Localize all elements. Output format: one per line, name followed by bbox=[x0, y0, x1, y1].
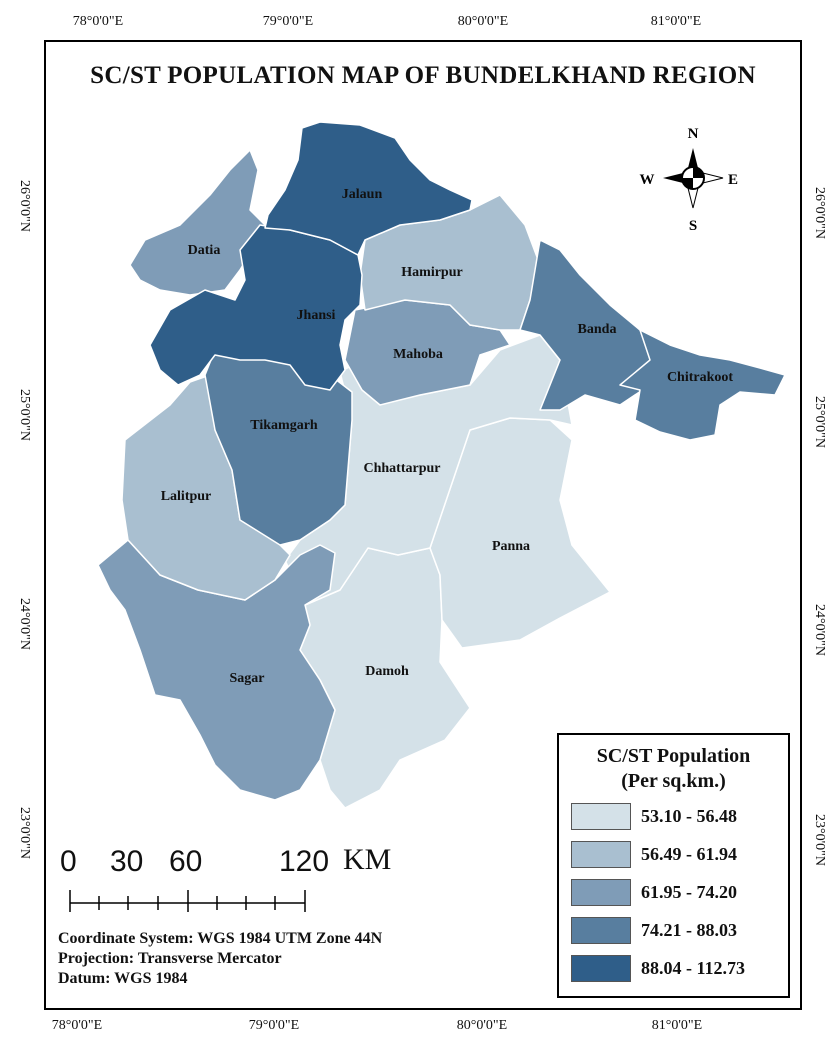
legend-range: 53.10 - 56.48 bbox=[641, 806, 737, 826]
scale-label: 30 bbox=[110, 845, 144, 878]
graticule-label-bottom: 80°0'0"E bbox=[456, 1018, 508, 1033]
graticule-label-top: 81°0'0"E bbox=[650, 14, 702, 29]
district-label-mahoba: Mahoba bbox=[393, 347, 443, 362]
legend-title: SC/ST Population (Per sq.km.) bbox=[559, 744, 788, 794]
legend-item: 74.21 - 88.03 bbox=[571, 917, 737, 944]
east-label: E bbox=[728, 172, 738, 188]
district-label-chhattarpur: Chhattarpur bbox=[363, 461, 440, 476]
legend-item: 56.49 - 61.94 bbox=[571, 841, 737, 868]
legend-range: 56.49 - 61.94 bbox=[641, 844, 737, 864]
graticule-label-top: 79°0'0"E bbox=[262, 14, 314, 29]
graticule-label-bottom: 81°0'0"E bbox=[651, 1018, 703, 1033]
district-jhansi bbox=[149, 224, 363, 391]
district-label-damoh: Damoh bbox=[365, 664, 409, 679]
legend-range: 74.21 - 88.03 bbox=[641, 920, 737, 940]
north-arrow: N S E W bbox=[640, 126, 739, 234]
south-label: S bbox=[689, 218, 697, 234]
scale-label: 120 bbox=[279, 845, 330, 878]
legend-swatch bbox=[571, 803, 631, 830]
district-datia bbox=[129, 149, 266, 296]
legend-item: 61.95 - 74.20 bbox=[571, 879, 737, 906]
district-label-hamirpur: Hamirpur bbox=[401, 265, 462, 280]
scale-unit: KM bbox=[343, 843, 392, 876]
scale-bar bbox=[69, 890, 306, 912]
datum-text: Datum: WGS 1984 bbox=[58, 970, 188, 987]
district-label-jalaun: Jalaun bbox=[342, 187, 383, 202]
scale-label: 60 bbox=[169, 845, 203, 878]
district-label-lalitpur: Lalitpur bbox=[161, 489, 212, 504]
map-title: SC/ST POPULATION MAP OF BUNDELKHAND REGI… bbox=[90, 62, 756, 89]
legend-title-line2: (Per sq.km.) bbox=[621, 770, 726, 792]
district-label-jhansi: Jhansi bbox=[297, 308, 336, 323]
graticule-label-top: 80°0'0"E bbox=[457, 14, 509, 29]
legend: SC/ST Population (Per sq.km.) 53.10 - 56… bbox=[557, 733, 790, 998]
district-chitrakoot bbox=[619, 329, 786, 441]
graticule-label-top: 78°0'0"E bbox=[72, 14, 124, 29]
legend-swatch bbox=[571, 841, 631, 868]
district-lalitpur bbox=[121, 374, 291, 601]
district-label-tikamgarh: Tikamgarh bbox=[250, 418, 318, 433]
west-label: W bbox=[640, 172, 655, 188]
map-frame bbox=[44, 40, 802, 1010]
legend-range: 61.95 - 74.20 bbox=[641, 882, 737, 902]
district-label-datia: Datia bbox=[188, 243, 221, 258]
district-label-banda: Banda bbox=[578, 322, 617, 337]
legend-range: 88.04 - 112.73 bbox=[641, 958, 746, 978]
north-label: N bbox=[688, 126, 699, 142]
graticule-label-bottom: 78°0'0"E bbox=[51, 1018, 103, 1033]
district-label-chitrakoot: Chitrakoot bbox=[667, 370, 733, 385]
coordinate-system-text: Coordinate System: WGS 1984 UTM Zone 44N bbox=[58, 930, 383, 947]
graticule-label-bottom: 79°0'0"E bbox=[248, 1018, 300, 1033]
legend-swatch bbox=[571, 917, 631, 944]
legend-swatch bbox=[571, 879, 631, 906]
legend-item: 53.10 - 56.48 bbox=[571, 803, 737, 830]
legend-swatch bbox=[571, 955, 631, 982]
scale-label: 0 bbox=[60, 845, 77, 878]
projection-text: Projection: Transverse Mercator bbox=[58, 950, 282, 967]
district-jalaun bbox=[264, 121, 473, 256]
legend-title-line1: SC/ST Population bbox=[596, 745, 751, 767]
legend-item: 88.04 - 112.73 bbox=[571, 955, 745, 982]
district-label-sagar: Sagar bbox=[230, 671, 265, 686]
district-label-panna: Panna bbox=[492, 539, 530, 554]
